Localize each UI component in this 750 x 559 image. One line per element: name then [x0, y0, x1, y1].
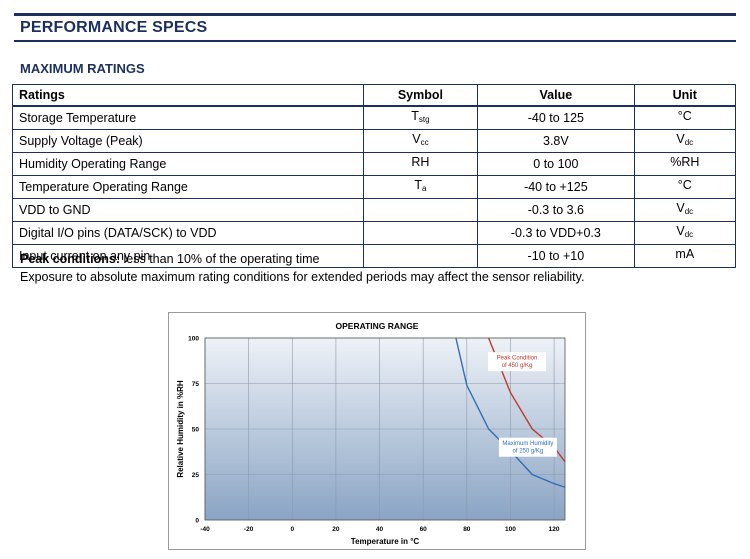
annotation-box — [488, 352, 546, 372]
x-tick-label: 0 — [290, 526, 294, 533]
cell-symbol: RH — [362, 152, 479, 176]
header-symbol: Symbol — [362, 84, 479, 107]
cell-symbol — [362, 221, 479, 245]
x-tick-label: 100 — [505, 526, 516, 533]
y-tick-label: 0 — [195, 518, 199, 525]
cell-value: -40 to +125 — [477, 175, 635, 199]
ratings-table: Ratings Symbol Value Unit Storage Temper… — [12, 84, 737, 268]
table-row: Humidity Operating Range RH 0 to 100 %RH — [12, 152, 737, 176]
x-tick-label: 20 — [332, 526, 340, 533]
header-unit: Unit — [633, 84, 737, 107]
cell-unit: Vdc — [633, 221, 737, 245]
header-rule — [14, 13, 736, 16]
cell-unit: Vdc — [633, 198, 737, 222]
y-axis-label: Relative Humidity in %RH — [176, 380, 185, 478]
table-row: Storage Temperature Tstg -40 to 125 °C — [12, 105, 737, 130]
header-divider — [14, 40, 736, 42]
x-tick-label: 60 — [420, 526, 428, 533]
x-axis-label: Temperature in °C — [351, 537, 420, 546]
cell-value: -0.3 to 3.6 — [477, 198, 635, 222]
annotation-text: of 450 g/Kg — [502, 363, 533, 369]
cell-rating: Storage Temperature — [12, 105, 364, 130]
y-tick-label: 100 — [188, 336, 199, 343]
table-row: Input current on any pin -10 to +10 mA — [12, 244, 737, 268]
y-tick-label: 25 — [192, 472, 200, 479]
table-row: VDD to GND -0.3 to 3.6 Vdc — [12, 198, 737, 222]
exposure-note: Exposure to absolute maximum rating cond… — [20, 270, 585, 284]
header-ratings: Ratings — [12, 84, 364, 107]
table-row: Digital I/O pins (DATA/SCK) to VDD -0.3 t… — [12, 221, 737, 245]
annotation-text: of 250 g/Kg — [513, 449, 544, 455]
plot-border — [204, 337, 566, 521]
peak-note: Peak conditions: less than 10% of the op… — [20, 250, 584, 268]
cell-value: 0 to 100 — [477, 152, 635, 176]
chart-title: OPERATING RANGE — [336, 321, 419, 331]
cell-value: 3.8V — [477, 129, 635, 153]
annotation-text: Peak Condition — [497, 356, 538, 362]
cell-symbol: Tstg — [362, 105, 479, 130]
cell-unit: °C — [633, 175, 737, 199]
cell-symbol — [362, 198, 479, 222]
peak-text: less than 10% of the operating time — [120, 252, 320, 266]
cell-unit: °C — [633, 105, 737, 130]
series-line — [487, 337, 566, 463]
table-row: Supply Voltage (Peak) Vcc 3.8V Vdc — [12, 129, 737, 153]
cell-unit: mA — [633, 244, 737, 268]
table-body: Storage Temperature Tstg -40 to 125 °C Suppl… — [12, 105, 737, 268]
cell-value: -40 to 125 — [477, 105, 635, 130]
y-tick-label: 50 — [192, 427, 200, 434]
cell-unit: Vdc — [633, 129, 737, 153]
x-tick-label: 120 — [549, 526, 560, 533]
page-title: PERFORMANCE SPECS — [20, 19, 208, 36]
cell-unit: %RH — [633, 152, 737, 176]
chart-svg: -40 -20 0 20 40 60 80 100 120 0 25 50 75 100 OPERATING… — [176, 321, 566, 546]
header-value: Value — [477, 84, 635, 107]
annotation-text: Maximum Humidity — [502, 441, 553, 447]
x-tick-label: -20 — [244, 526, 254, 533]
operating-range-chart: -40 -20 0 20 40 60 80 100 120 0 25 50 75 100 OPERATING… — [168, 312, 586, 550]
cell-rating: Temperature Operating Range — [12, 175, 364, 199]
cell-symbol: Vcc — [362, 129, 479, 153]
y-tick-label: 75 — [192, 381, 200, 388]
cell-symbol: Ta — [362, 175, 479, 199]
cell-value: -0.3 to VDD+0.3 — [477, 221, 635, 245]
table-header-row: Ratings Symbol Value Unit — [12, 84, 737, 107]
annotation-box — [498, 437, 557, 457]
x-tick-label: 40 — [376, 526, 384, 533]
cell-rating: Digital I/O pins (DATA/SCK) to VDD — [12, 221, 364, 245]
cell-rating: Input current on any pin — [12, 244, 364, 268]
x-tick-label: -40 — [200, 526, 210, 533]
cell-rating: VDD to GND — [12, 198, 364, 222]
x-tick-label: 80 — [463, 526, 471, 533]
cell-rating: Humidity Operating Range — [12, 152, 364, 176]
section-subtitle: MAXIMUM RATINGS — [20, 61, 145, 76]
peak-label: Peak conditions: — [20, 252, 121, 266]
cell-symbol — [362, 244, 479, 268]
notes: Peak conditions: less than 10% of the op… — [20, 250, 584, 286]
table-row: Temperature Operating Range Ta -40 to +125… — [12, 175, 737, 199]
cell-value: -10 to +10 — [477, 244, 635, 268]
cell-rating: Supply Voltage (Peak) — [12, 129, 364, 153]
